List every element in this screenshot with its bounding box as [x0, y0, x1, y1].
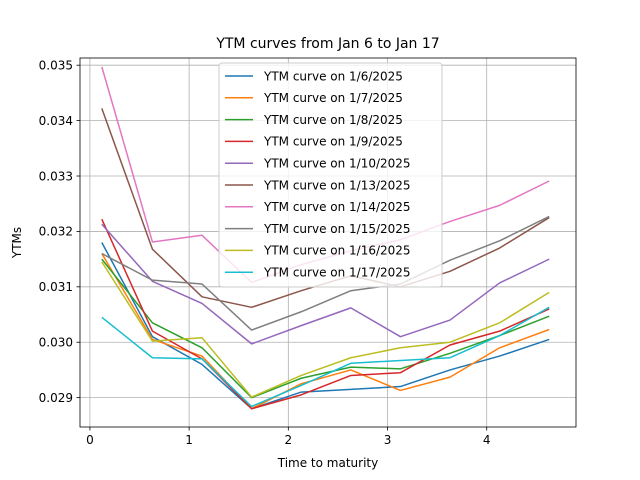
- series-line-10: [101, 306, 550, 408]
- legend-box: [218, 62, 443, 288]
- x-tick-label: 4: [483, 433, 491, 447]
- legend-entry: YTM curve on 1/10/2025: [263, 157, 411, 171]
- legend-entry: YTM curve on 1/14/2025: [263, 200, 411, 214]
- x-tick-label: 1: [185, 433, 193, 447]
- series-line-9: [101, 261, 550, 398]
- legend-entry: YTM curve on 1/13/2025: [263, 178, 411, 192]
- y-tick-label: 0.034: [39, 114, 73, 128]
- series-line-8: [101, 215, 550, 331]
- y-tick-label: 0.029: [39, 391, 73, 405]
- series-line-4: [101, 218, 550, 410]
- x-tick-label: 3: [384, 433, 392, 447]
- series-line-3: [101, 258, 550, 399]
- legend-entry: YTM curve on 1/6/2025: [263, 69, 403, 83]
- y-tick-label: 0.030: [39, 336, 73, 350]
- legend-entry: YTM curve on 1/7/2025: [263, 91, 403, 105]
- series-line-5: [101, 223, 550, 345]
- legend: YTM curve on 1/6/2025 YTM curve on 1/7/20…: [218, 62, 443, 288]
- legend-entry: YTM curve on 1/16/2025: [263, 244, 411, 258]
- legend-entry: YTM curve on 1/15/2025: [263, 222, 411, 236]
- x-tick-label: 0: [86, 433, 94, 447]
- y-tick-label: 0.035: [39, 59, 73, 73]
- y-axis-label: YTMs: [10, 227, 24, 259]
- legend-entry: YTM curve on 1/8/2025: [263, 113, 403, 127]
- y-tick-label: 0.033: [39, 169, 73, 183]
- legend-entry: YTM curve on 1/17/2025: [263, 266, 411, 280]
- chart-title: YTM curves from Jan 6 to Jan 17: [215, 36, 439, 52]
- plot-frame: [79, 57, 577, 428]
- legend-entry: YTM curve on 1/9/2025: [263, 135, 403, 149]
- y-tick-label: 0.031: [39, 280, 73, 294]
- series-line-2: [101, 253, 550, 410]
- y-tick-label: 0.032: [39, 225, 73, 239]
- x-tick-label: 2: [284, 433, 292, 447]
- axis-ticks: 0 1 2 3 4 0.029 0.030 0.031 0.032 0.033 0.034 0.035: [39, 59, 491, 447]
- x-axis-label: Time to maturity: [277, 456, 378, 470]
